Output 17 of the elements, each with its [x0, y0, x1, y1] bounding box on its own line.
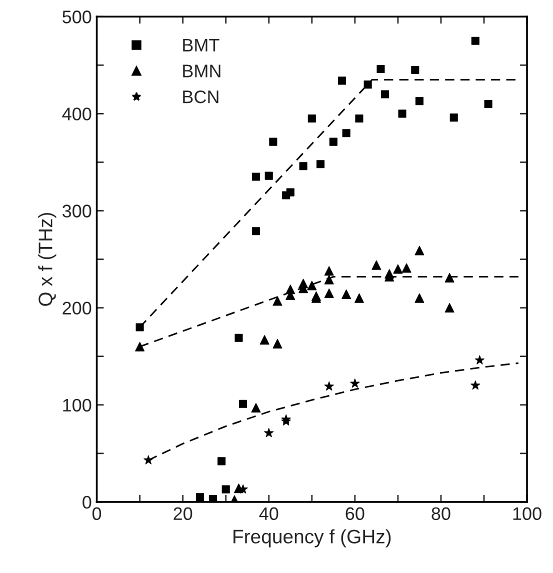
- x-tick-label: 80: [432, 507, 450, 520]
- y-tick-label: 100: [63, 398, 92, 412]
- y-tick-label: 300: [62, 204, 92, 218]
- y-tick-label: 0: [82, 496, 92, 509]
- x-axis-title: Frequency f (GHz): [234, 529, 391, 548]
- y-tick-label: 200: [62, 302, 92, 315]
- legend-label: BMT: [183, 38, 220, 52]
- legend-label: BMN: [183, 64, 220, 78]
- legend-label: BCN: [183, 90, 218, 104]
- y-tick-label: 400: [62, 108, 92, 120]
- y-axis-title: Q x f (THz): [38, 212, 56, 306]
- y-tick-label: 500: [62, 10, 92, 24]
- x-tick-label: 40: [259, 507, 278, 520]
- x-tick-label: 0: [92, 507, 102, 520]
- x-tick-label: 60: [346, 507, 364, 520]
- x-tick-label: 20: [174, 507, 192, 520]
- x-tick-label: 100: [513, 507, 542, 520]
